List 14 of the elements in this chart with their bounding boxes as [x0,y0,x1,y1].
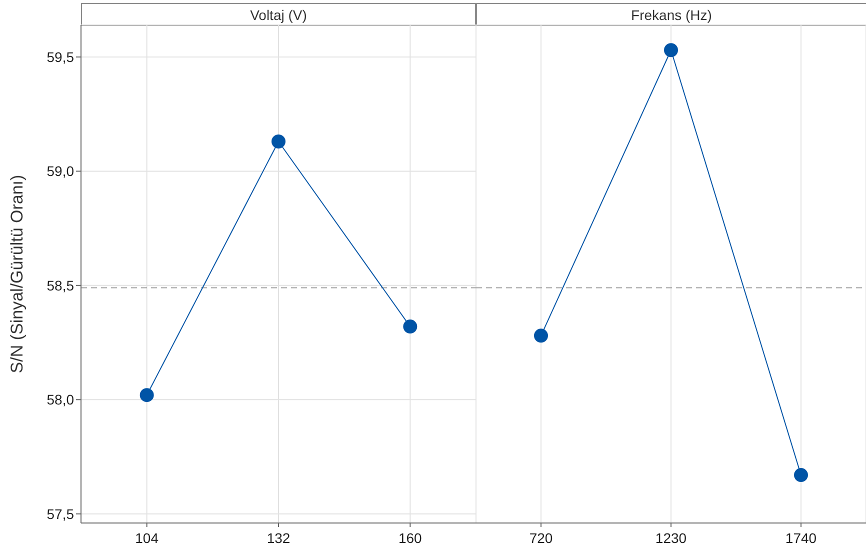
y-tick-label: 58,0 [46,392,74,408]
chart-title: Frekans (Hz) [631,6,712,22]
y-axis-title: S/N (Sinyal/Gürültü Oranı) [8,174,26,374]
y-tick-label: 59,0 [46,163,74,180]
y-tick-label: 57,5 [46,506,74,522]
x-tick-label: 720 [529,530,553,546]
chart-title: Voltaj (V) [250,6,307,22]
x-tick-label: 104 [135,530,159,546]
y-tick-label: 59,5 [46,48,74,65]
y-tick-label: 58,5 [46,277,74,294]
x-tick-label: 1230 [655,530,687,546]
x-tick-label: 160 [398,530,422,546]
x-tick-label: 132 [266,530,290,546]
x-tick-label: 1740 [785,530,817,546]
